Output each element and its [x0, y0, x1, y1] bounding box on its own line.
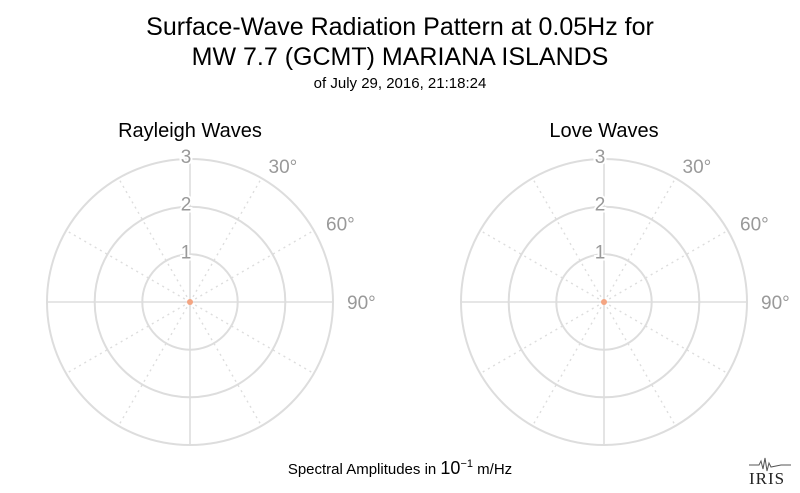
footer-base: 10 — [440, 458, 461, 478]
love-polar-plot: 1 2 3 30° 60° 90° — [460, 145, 790, 446]
radial-tick-label: 3 — [595, 147, 606, 168]
radial-tick-label: 2 — [181, 195, 192, 216]
iris-logo-text: IRIS — [749, 469, 785, 487]
polar-spoke — [603, 229, 729, 303]
chart-title-line1: Surface-Wave Radiation Pattern at 0.05Hz… — [146, 13, 654, 41]
polar-spoke — [531, 301, 605, 427]
angular-tick-label: 30° — [269, 157, 298, 178]
radial-tick-label: 1 — [181, 242, 192, 263]
footer-exponent: −1 — [460, 458, 473, 470]
footer-prefix: Spectral Amplitudes in — [287, 461, 437, 478]
polar-ring — [460, 158, 748, 446]
rayleigh-polar-plot: 1 2 3 30° 60° 90° — [46, 145, 376, 446]
polar-spoke — [479, 301, 605, 375]
polar-ring — [507, 205, 701, 399]
angular-tick-label: 60° — [326, 215, 355, 236]
polar-spoke — [65, 229, 191, 303]
polar-spoke — [65, 301, 191, 375]
polar-spoke — [603, 177, 677, 303]
polar-spoke — [189, 177, 263, 303]
chart-subtitle: of July 29, 2016, 21:18:24 — [313, 75, 487, 92]
angular-tick-label: 90° — [761, 293, 790, 314]
footer-caption: Spectral Amplitudes in 10−1 m/Hz — [0, 452, 800, 482]
angular-tick-label: 90° — [347, 293, 376, 314]
footer-power: 10−1 — [440, 458, 473, 478]
polar-spoke — [189, 301, 315, 375]
radial-tick-label: 3 — [181, 147, 192, 168]
polar-spoke — [531, 177, 605, 303]
rayleigh-panel-title: Rayleigh Waves — [118, 120, 262, 142]
radial-tick-label: 1 — [595, 242, 606, 263]
polar-spoke — [189, 301, 263, 427]
polar-ring — [46, 158, 334, 446]
polar-spoke — [603, 301, 729, 375]
data-point — [187, 299, 193, 305]
polar-spoke — [117, 177, 191, 303]
chart-title-line2: MW 7.7 (GCMT) MARIANA ISLANDS — [191, 43, 609, 71]
radial-tick-label: 2 — [595, 195, 606, 216]
polar-ring — [555, 253, 653, 351]
footer-unit: m/Hz — [477, 461, 513, 478]
angular-tick-label: 60° — [740, 215, 769, 236]
polar-spoke — [117, 301, 191, 427]
polar-ring — [141, 253, 239, 351]
data-point — [601, 299, 607, 305]
iris-logo: IRIS — [749, 457, 791, 487]
polar-spoke — [189, 229, 315, 303]
love-panel-title: Love Waves — [549, 120, 659, 142]
angular-tick-label: 30° — [683, 157, 712, 178]
polar-spoke — [479, 229, 605, 303]
polar-ring — [93, 205, 287, 399]
polar-spoke — [603, 301, 677, 427]
